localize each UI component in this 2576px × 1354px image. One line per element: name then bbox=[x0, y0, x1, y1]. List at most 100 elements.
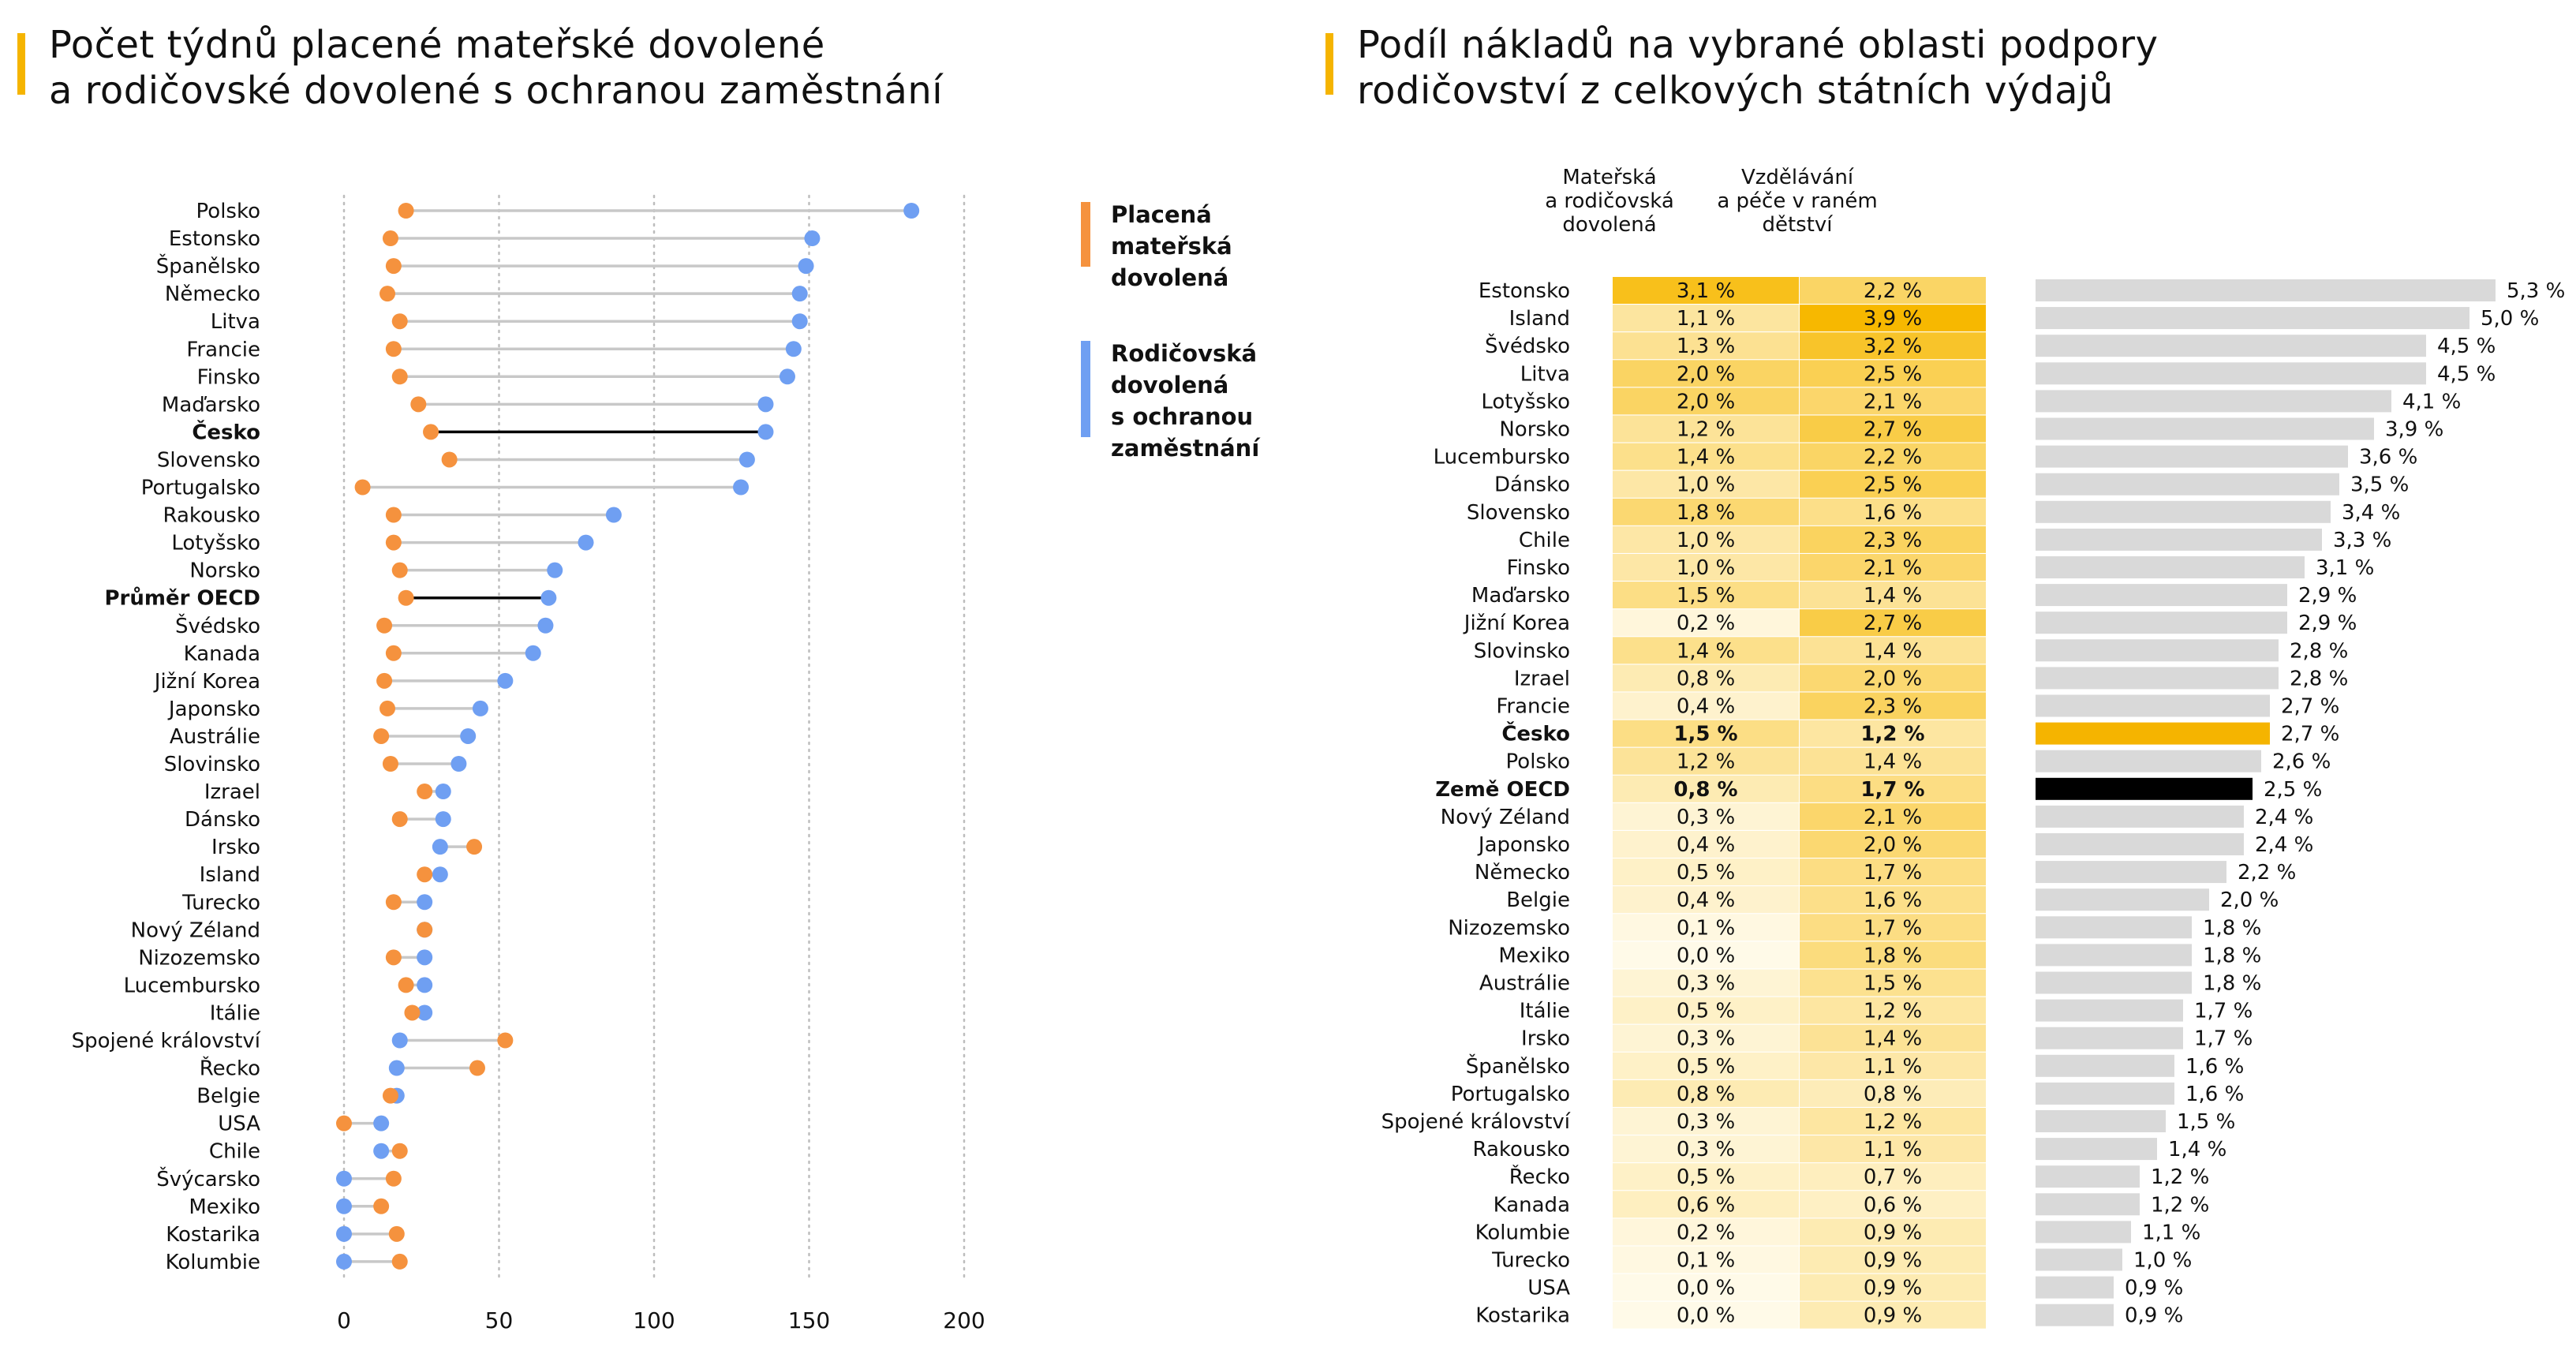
dumbbell-row-chile: Chile bbox=[209, 1140, 408, 1164]
total-value: 3,4 % bbox=[2342, 501, 2400, 525]
total-value: 2,4 % bbox=[2255, 806, 2313, 829]
country-label: Kolumbie bbox=[1475, 1221, 1570, 1244]
total-bar bbox=[2036, 1193, 2140, 1216]
parental-dot bbox=[336, 1170, 352, 1187]
total-bar bbox=[2036, 584, 2287, 607]
country-label: Portugalsko bbox=[141, 477, 260, 500]
table-header-maternity: Mateřská a rodičovská dovolená bbox=[1515, 166, 1704, 237]
education-cell bbox=[1800, 332, 1986, 360]
total-bar bbox=[2036, 833, 2244, 855]
education-value: 2,1 % bbox=[1864, 556, 1922, 580]
education-value: 1,6 % bbox=[1864, 888, 1922, 912]
country-label: Belgie bbox=[1506, 888, 1570, 912]
total-bar bbox=[2036, 279, 2496, 301]
education-cell bbox=[1800, 498, 1986, 526]
country-label: Slovinsko bbox=[1474, 639, 1570, 663]
country-label: Izrael bbox=[204, 780, 260, 804]
education-value: 1,7 % bbox=[1864, 916, 1922, 940]
maternity-cell bbox=[1613, 914, 1799, 941]
total-bar bbox=[2036, 861, 2226, 884]
education-cell bbox=[1800, 1024, 1986, 1052]
total-value: 2,9 % bbox=[2298, 612, 2357, 635]
table-row-mexiko: Mexiko 0,0 % 1,8 % 1,8 % bbox=[1498, 941, 2261, 969]
total-bar bbox=[2036, 667, 2279, 690]
maternity-cell bbox=[1613, 498, 1799, 526]
country-label: Maďarsko bbox=[162, 393, 260, 417]
education-cell bbox=[1800, 470, 1986, 498]
parental-dot bbox=[791, 286, 808, 302]
country-label: Země OECD bbox=[1435, 778, 1570, 802]
parental-dot bbox=[525, 645, 541, 661]
total-bar bbox=[2036, 1082, 2174, 1105]
country-label: Dánsko bbox=[185, 808, 260, 832]
education-value: 0,6 % bbox=[1864, 1193, 1922, 1217]
country-label: Německo bbox=[1475, 861, 1570, 885]
legend-item-paid: Placená mateřská dovolená bbox=[1081, 199, 1269, 294]
country-label: Estonsko bbox=[1479, 279, 1570, 303]
country-label: Jižní Korea bbox=[153, 670, 260, 694]
maternity-value: 0,3 % bbox=[1677, 1138, 1735, 1161]
legend-swatch-parental bbox=[1081, 341, 1090, 437]
left-title-line-2: a rodičovské dovolené s ochranou zaměstn… bbox=[49, 69, 944, 113]
country-label: Finsko bbox=[1507, 556, 1570, 580]
parental-dot bbox=[417, 1004, 433, 1021]
parental-dot bbox=[336, 1253, 352, 1270]
parental-dot bbox=[537, 617, 554, 634]
left-title-line-1: Počet týdnů placené mateřské dovolené bbox=[49, 23, 825, 67]
country-label: Lotyšsko bbox=[171, 532, 260, 555]
maternity-value: 1,3 % bbox=[1677, 335, 1735, 358]
table-row-madarsko: Maďarsko 1,5 % 1,4 % 2,9 % bbox=[1471, 582, 2357, 609]
education-value: 1,4 % bbox=[1864, 584, 1922, 608]
country-label: Lucembursko bbox=[124, 974, 260, 997]
education-value: 2,3 % bbox=[1864, 695, 1922, 719]
education-cell bbox=[1800, 1052, 1986, 1079]
maternity-value: 1,0 % bbox=[1677, 473, 1735, 497]
total-bar bbox=[2036, 307, 2469, 330]
total-value: 0,9 % bbox=[2125, 1304, 2183, 1328]
education-value: 0,9 % bbox=[1864, 1304, 1922, 1328]
country-label: Česko bbox=[1501, 721, 1570, 746]
table-header-education-line-1: Vzdělávání bbox=[1740, 166, 1854, 189]
dumbbell-row-rakousko: Rakousko bbox=[163, 504, 622, 528]
paid-dot bbox=[391, 368, 408, 385]
education-value: 2,1 % bbox=[1864, 390, 1922, 413]
paid-dot bbox=[441, 451, 458, 468]
table-header-maternity-line-3: dovolená bbox=[1562, 213, 1657, 237]
country-label: Kostarika bbox=[1475, 1304, 1570, 1328]
education-cell bbox=[1800, 664, 1986, 692]
legend: Placená mateřská dovolená Rodičovská dov… bbox=[1081, 199, 1269, 508]
parental-dot bbox=[451, 756, 467, 772]
paid-dot bbox=[373, 727, 390, 744]
education-cell bbox=[1800, 997, 1986, 1024]
parental-dot bbox=[336, 1225, 352, 1242]
maternity-value: 0,3 % bbox=[1677, 806, 1735, 829]
country-label: Japonsko bbox=[1477, 833, 1570, 857]
education-value: 2,5 % bbox=[1864, 473, 1922, 497]
education-cell bbox=[1800, 941, 1986, 969]
country-label: Mexiko bbox=[189, 1195, 260, 1219]
parental-dot bbox=[417, 894, 433, 911]
education-cell bbox=[1800, 831, 1986, 858]
total-value: 4,1 % bbox=[2402, 390, 2461, 413]
maternity-cell bbox=[1613, 1079, 1799, 1107]
total-bar bbox=[2036, 612, 2287, 634]
education-value: 2,2 % bbox=[1864, 279, 1922, 303]
paid-dot bbox=[336, 1115, 352, 1131]
total-value: 2,8 % bbox=[2290, 639, 2348, 663]
education-cell bbox=[1800, 1218, 1986, 1246]
table-row-usa: USA 0,0 % 0,9 % 0,9 % bbox=[1527, 1274, 2183, 1301]
country-label: Česko bbox=[192, 419, 260, 444]
paid-dot bbox=[423, 424, 439, 440]
paid-dot bbox=[376, 672, 393, 689]
maternity-cell bbox=[1613, 886, 1799, 914]
paid-dot bbox=[354, 479, 371, 496]
education-cell bbox=[1800, 360, 1986, 387]
total-value: 3,9 % bbox=[2385, 418, 2443, 442]
country-label: Litva bbox=[1520, 362, 1570, 386]
total-bar bbox=[2036, 1276, 2114, 1299]
total-bar bbox=[2036, 556, 2305, 578]
legend-parental-line-2: dovolená bbox=[1111, 372, 1229, 398]
maternity-value: 0,2 % bbox=[1677, 1221, 1735, 1244]
dumbbell-row-kolumbie: Kolumbie bbox=[166, 1251, 408, 1274]
maternity-cell bbox=[1613, 1274, 1799, 1301]
